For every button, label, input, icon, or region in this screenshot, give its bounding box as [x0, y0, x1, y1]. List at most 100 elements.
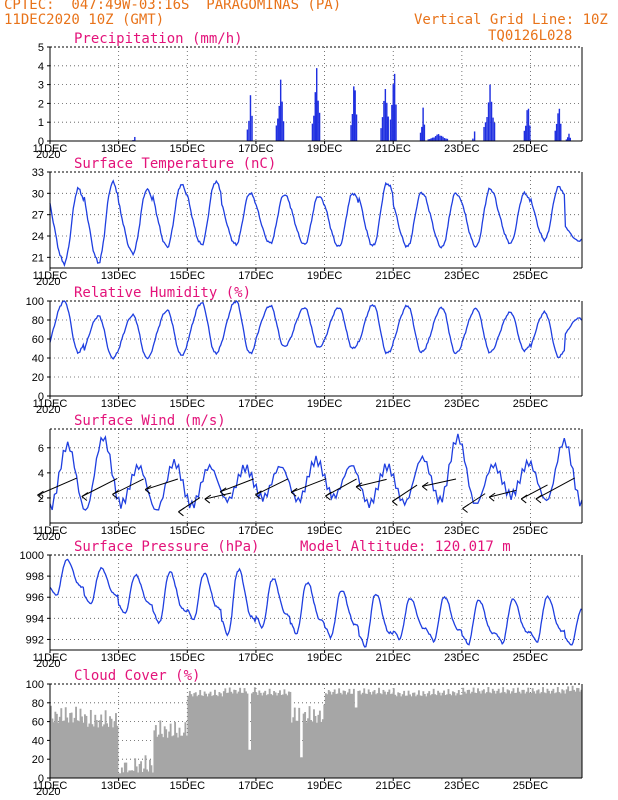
- cloud-bar: [444, 695, 447, 778]
- cloud-bar: [168, 731, 171, 778]
- cloud-bar: [236, 693, 239, 778]
- cloud-bar: [98, 720, 101, 778]
- cloud-bar: [361, 692, 364, 778]
- cloud-bar: [151, 772, 154, 778]
- cloud-bar: [81, 716, 83, 778]
- precip-bar: [421, 126, 423, 141]
- cloud-bar: [140, 761, 143, 778]
- cloud-bar: [237, 691, 240, 778]
- wind-arrowhead: [392, 497, 399, 506]
- cloud-bar: [208, 693, 210, 778]
- cloud-bar: [327, 690, 330, 778]
- cloud-bar: [216, 696, 219, 778]
- surface-temperature-line: [49, 179, 583, 268]
- cloud-bar: [549, 693, 552, 778]
- cloud-bar: [171, 736, 174, 778]
- cloud-bar: [55, 713, 58, 778]
- surface-pressure-extra-label: Model Altitude: 120.017 m: [300, 539, 511, 555]
- cloud-bar: [78, 721, 80, 778]
- wind-arrow: [535, 477, 575, 500]
- cloud-bar: [66, 717, 69, 778]
- wind-arrowhead: [219, 487, 227, 497]
- cloud-bar: [280, 694, 283, 778]
- cloud-bar: [83, 714, 86, 778]
- cloud-bar: [438, 692, 441, 778]
- cloud-bar: [515, 692, 518, 778]
- cloud-bar: [302, 713, 305, 778]
- surface-pressure-ytick-label: 998: [26, 571, 44, 583]
- cloud-bar: [292, 717, 295, 778]
- cloud-cover-xtick-label: 11DEC: [33, 780, 68, 792]
- precip-bar: [392, 84, 394, 141]
- precipitation-ytick-label: 4: [38, 61, 44, 73]
- wind-arrowhead: [290, 487, 298, 497]
- wind-arrowhead: [325, 491, 332, 501]
- precipitation-ytick-label: 0: [38, 136, 44, 148]
- precip-bar: [282, 121, 285, 141]
- cloud-bar: [392, 688, 395, 778]
- cloud-bar: [576, 687, 578, 778]
- cloud-bar: [199, 690, 202, 778]
- cloud-bar: [543, 692, 546, 778]
- cloud-cover-ytick-label: 0: [38, 773, 44, 785]
- cloud-bar: [381, 694, 383, 778]
- cloud-bar: [453, 692, 456, 778]
- cloud-bar: [313, 709, 315, 778]
- cloud-bar: [516, 687, 519, 778]
- cloud-bar: [335, 694, 338, 778]
- precipitation-xtick-label: 21DEC: [375, 143, 411, 155]
- surface-pressure-xtick-label: 25DEC: [513, 652, 549, 664]
- cloud-bar: [239, 687, 242, 778]
- cloud-bar: [428, 691, 431, 778]
- precipitation-xtick-label: 19DEC: [307, 143, 343, 155]
- cloud-bar: [525, 691, 528, 778]
- cloud-cover-ytick-label: 60: [32, 717, 44, 729]
- cloud-bar: [107, 726, 110, 778]
- wind-arrow: [37, 477, 77, 496]
- cloud-bar: [79, 708, 82, 778]
- surface-pressure-xtick-label: 19DEC: [307, 652, 343, 664]
- cloud-bar: [270, 694, 273, 778]
- cloud-bar: [200, 695, 203, 778]
- cloud-bar: [228, 687, 231, 778]
- cloud-bar: [330, 694, 333, 778]
- cloud-bar: [471, 691, 474, 778]
- cloud-bar: [352, 688, 355, 778]
- cloud-bar: [52, 722, 55, 778]
- cloud-bar: [144, 755, 147, 778]
- cloud-bar: [97, 727, 100, 778]
- cloud-bar: [70, 712, 73, 778]
- precip-bar: [395, 104, 397, 141]
- cloud-bar: [499, 693, 502, 778]
- precip-bar: [381, 117, 384, 141]
- cloud-bar: [417, 690, 420, 778]
- wind-arrow: [355, 478, 387, 488]
- precip-bar: [427, 139, 429, 141]
- cloud-bar: [531, 688, 534, 778]
- cloud-bar: [85, 715, 88, 778]
- precip-bar: [353, 86, 355, 141]
- cloud-bar: [188, 690, 191, 778]
- cloud-bar: [321, 719, 324, 778]
- cloud-bar: [120, 767, 123, 778]
- surface-pressure-xtick-label: 15DEC: [170, 652, 206, 664]
- cloud-bar: [58, 716, 61, 778]
- cloud-bar: [568, 691, 571, 778]
- surface-pressure-ytick-label: 996: [26, 592, 44, 604]
- cloud-bar: [580, 689, 583, 778]
- cloud-bar: [323, 704, 326, 778]
- cloud-bar: [153, 730, 156, 778]
- cloud-bar: [341, 694, 343, 778]
- cloud-bar: [528, 692, 531, 778]
- cloud-bar: [166, 737, 169, 778]
- cloud-bar: [202, 695, 205, 778]
- wind-arrowhead: [421, 482, 429, 491]
- cloud-bar: [494, 693, 497, 778]
- precip-bar: [558, 108, 561, 141]
- cloud-bar: [469, 693, 472, 778]
- precip-bar: [422, 107, 424, 141]
- cloud-bar: [51, 718, 54, 778]
- cloud-bar: [412, 692, 414, 778]
- cloud-bar: [106, 723, 109, 778]
- surface-temperature-xtick-label: 11DEC: [33, 270, 68, 282]
